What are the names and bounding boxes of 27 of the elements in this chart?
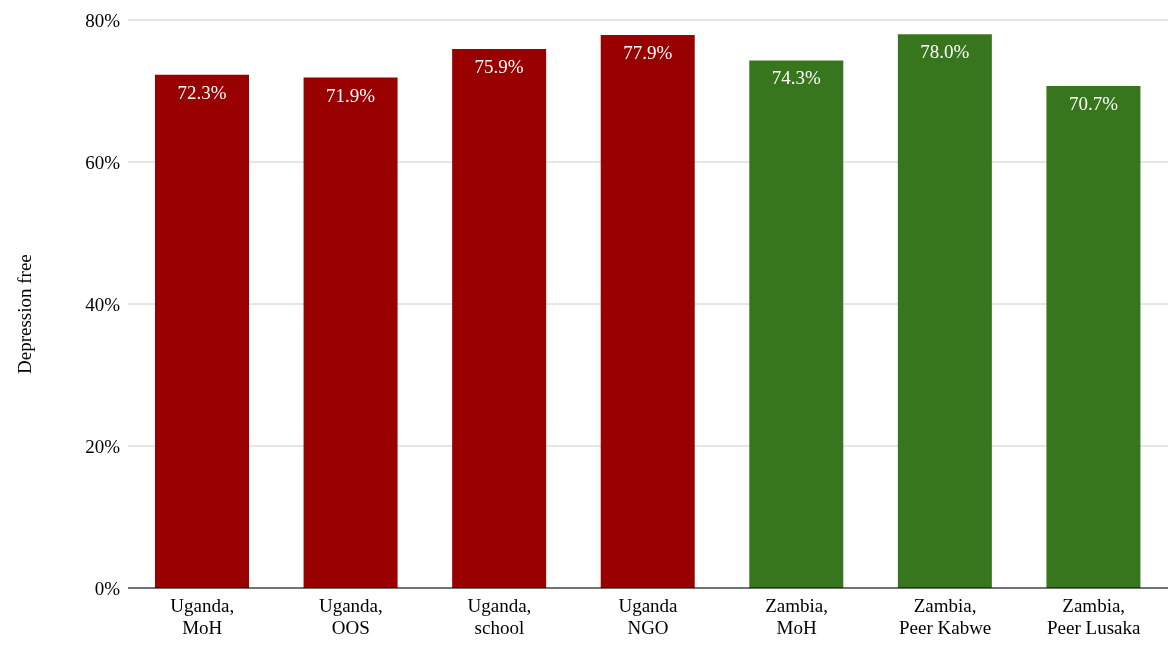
data-label: 71.9%: [326, 84, 376, 106]
bar: [1046, 86, 1141, 588]
bar: [749, 60, 844, 588]
data-label: 77.9%: [623, 41, 673, 63]
bar: [303, 77, 398, 588]
data-label: 74.3%: [771, 67, 821, 89]
x-tick-label: Uganda, OOS: [318, 595, 383, 638]
data-label: 75.9%: [474, 56, 524, 78]
y-axis-title: Depression free: [13, 254, 35, 374]
data-label: 72.3%: [177, 81, 227, 103]
x-tick-label: Zambia, Peer Kabwe: [898, 595, 992, 638]
y-tick-label: 60%: [85, 151, 121, 173]
x-tick-label: Uganda NGO: [618, 595, 679, 638]
x-tick-label: Uganda, school: [467, 595, 532, 638]
y-tick-label: 0%: [94, 577, 121, 599]
y-tick-label: 80%: [85, 9, 121, 31]
data-label: 78.0%: [920, 41, 970, 63]
bar: [897, 34, 992, 588]
bar: [155, 74, 249, 588]
data-label: 70.7%: [1068, 93, 1119, 115]
x-tick-label: Zambia, MoH: [765, 595, 828, 638]
bar: [452, 49, 547, 588]
y-tick-label: 40%: [85, 293, 121, 315]
x-tick-label: Zambia, Peer Lusaka: [1047, 595, 1141, 638]
bar: [600, 34, 695, 588]
y-tick-label: 20%: [85, 435, 121, 457]
x-tick-label: Uganda, MoH: [170, 595, 235, 638]
